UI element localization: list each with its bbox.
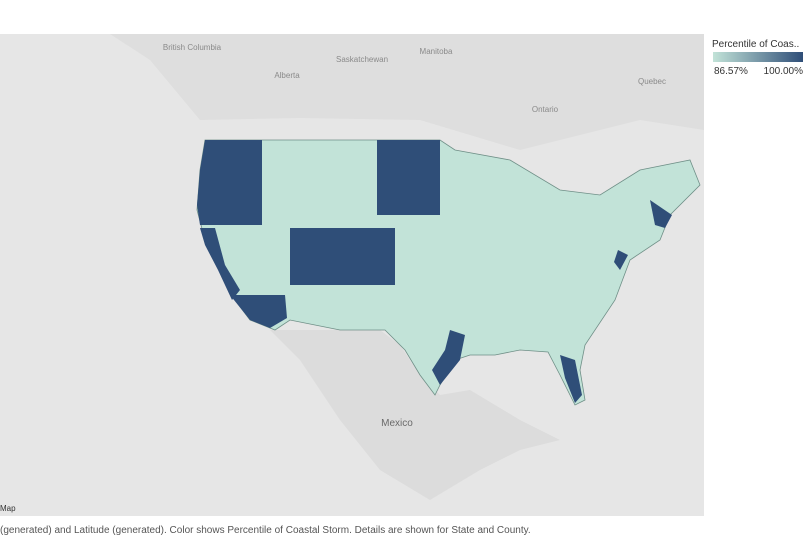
high-percentile-regions	[197, 140, 672, 403]
legend-ramp	[713, 52, 803, 62]
place-label: Quebec	[638, 77, 666, 86]
place-label: Ontario	[532, 105, 559, 114]
place-label: Saskatchewan	[336, 55, 388, 64]
legend-min: 86.57%	[714, 66, 748, 77]
place-label: British Columbia	[163, 43, 222, 52]
place-label: Mexico	[381, 418, 413, 429]
canada	[0, 34, 704, 150]
legend-max: 100.00%	[764, 66, 804, 77]
place-label: Alberta	[274, 71, 300, 80]
caption: (generated) and Latitude (generated). Co…	[0, 525, 531, 536]
place-label: Manitoba	[420, 47, 453, 56]
legend-title: Percentile of Coas..	[712, 39, 799, 50]
map-tab: Map	[0, 504, 16, 513]
legend: Percentile of Coas.. 86.57% 100.00%	[712, 39, 803, 77]
map-place-labels: British Columbia Alberta Saskatchewan Ma…	[163, 43, 666, 429]
mexico	[270, 330, 560, 500]
